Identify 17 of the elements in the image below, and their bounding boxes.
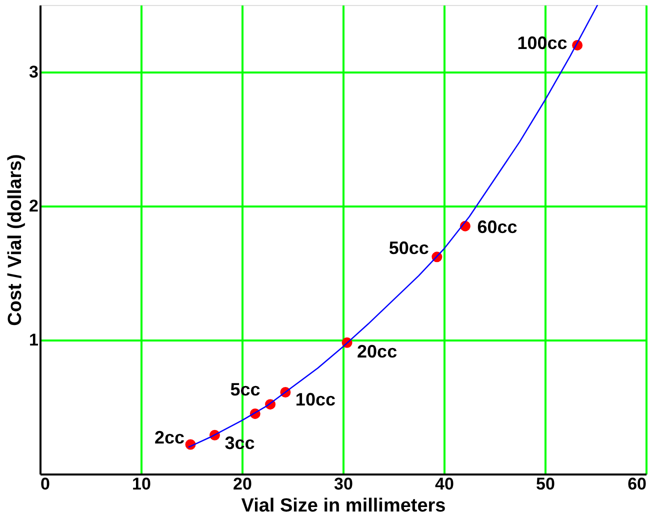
- annotation: 50cc: [388, 238, 429, 258]
- x-tick-label: 30: [334, 474, 353, 494]
- x-tick-label: 40: [435, 474, 454, 494]
- x-axis-title: Vial Size in millimeters: [241, 496, 446, 516]
- y-tick-label: 3: [29, 62, 38, 82]
- x-tick-label: 20: [233, 474, 252, 494]
- y-axis-title: Cost / Vial (dollars): [5, 154, 26, 326]
- x-tick-label: 60: [628, 474, 646, 494]
- annotation: 2cc: [154, 428, 184, 448]
- x-tick-label: 0: [40, 474, 50, 494]
- y-tick-label: 2: [29, 196, 38, 216]
- annotation: 20cc: [357, 342, 398, 362]
- y-tick-label: 1: [29, 330, 38, 350]
- annotation: 60cc: [477, 217, 518, 238]
- annotation: 10cc: [295, 389, 336, 410]
- x-tick-label: 10: [132, 474, 151, 494]
- x-tick-label: 50: [536, 474, 555, 494]
